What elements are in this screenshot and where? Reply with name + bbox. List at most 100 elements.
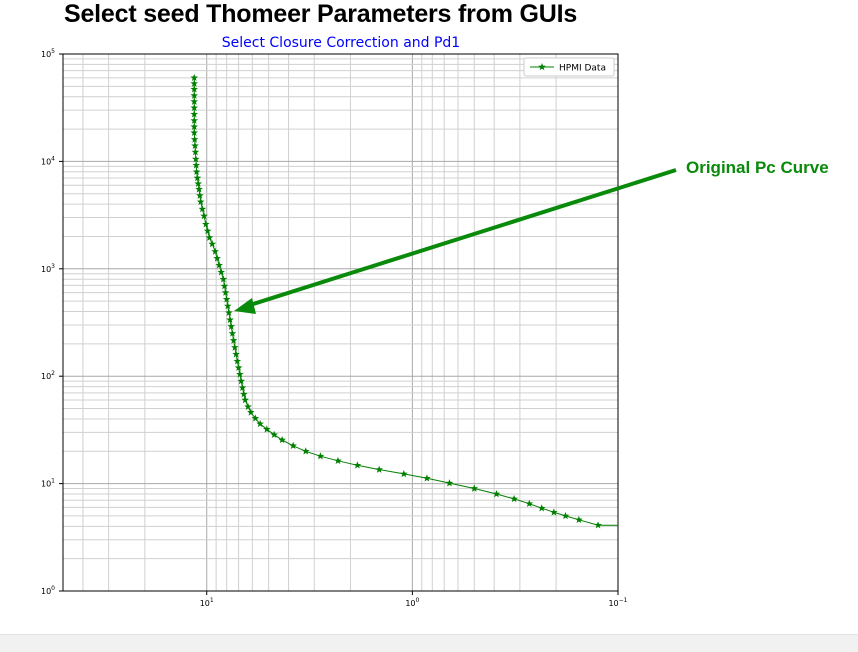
- data-point: [190, 128, 199, 136]
- tick-label: 100: [41, 585, 55, 596]
- data-point: [228, 329, 237, 337]
- data-point: [400, 469, 408, 478]
- slide-title: Select seed Thomeer Parameters from GUIs: [64, 0, 578, 28]
- axis-ticks: 100 101 102 103 104 105 101 100 10−1: [41, 48, 628, 608]
- data-point: [470, 484, 479, 492]
- data-point: [225, 308, 233, 316]
- data-point: [190, 85, 199, 93]
- data-point: [191, 148, 200, 156]
- data-point: [226, 315, 234, 324]
- arrowhead: [234, 298, 256, 314]
- data-point: [247, 408, 255, 416]
- data-point: [236, 370, 244, 378]
- data-point: [240, 390, 248, 398]
- data-point: [278, 435, 286, 444]
- data-point: [190, 122, 199, 131]
- data-point: [227, 322, 236, 330]
- legend-box: [523, 57, 615, 77]
- data-point: [334, 456, 342, 465]
- data-point: [550, 508, 558, 516]
- data-point: [196, 197, 205, 206]
- data-point: [211, 247, 219, 255]
- data-point: [213, 254, 221, 262]
- data-point: [200, 212, 208, 220]
- data-point: [191, 141, 199, 149]
- legend-marker: [538, 63, 546, 71]
- data-point: [575, 515, 583, 524]
- data-point: [222, 295, 231, 303]
- tick-label: 104: [41, 155, 55, 166]
- data-point: [594, 521, 602, 529]
- legend: HPMI Data: [523, 57, 615, 77]
- data-point: [215, 261, 223, 269]
- annotation-label: Original Pc Curve: [686, 158, 829, 177]
- data-point: [263, 425, 271, 433]
- tick-label: 102: [41, 370, 55, 381]
- chart-grid: [62, 54, 619, 592]
- data-point: [234, 363, 243, 371]
- data-point: [194, 179, 203, 187]
- data-point: [229, 336, 238, 344]
- data-point: [375, 465, 383, 473]
- data-point: [190, 116, 199, 124]
- data-point: [190, 91, 199, 99]
- data-point: [237, 377, 245, 385]
- data-point: [192, 161, 201, 169]
- data-point: [205, 233, 214, 241]
- tick-label: 10−1: [608, 597, 627, 608]
- data-point: [561, 511, 570, 520]
- data-point: [208, 240, 217, 248]
- data-point: [241, 396, 250, 404]
- data-point: [445, 479, 454, 487]
- tick-label: 101: [200, 597, 214, 608]
- plot-border: [62, 53, 619, 592]
- data-point: [238, 383, 247, 392]
- data-point: [492, 490, 501, 498]
- plot-area: [63, 54, 618, 591]
- tick-label: 101: [41, 478, 55, 489]
- data-point: [231, 343, 239, 351]
- legend-label: HPMI Data: [559, 64, 606, 74]
- data-point: [233, 357, 242, 365]
- data-point: [198, 205, 207, 213]
- data-point: [203, 226, 212, 235]
- data-point: [193, 174, 202, 182]
- data-point: [510, 494, 518, 503]
- data-point: [219, 275, 228, 283]
- tick-label: 105: [41, 48, 55, 59]
- data-point: [525, 499, 534, 507]
- data-point: [190, 135, 199, 143]
- data-point: [223, 302, 232, 310]
- annotation-arrow: [234, 168, 677, 314]
- series-line: [193, 77, 618, 526]
- data-point: [217, 268, 226, 276]
- data-point: [190, 103, 199, 112]
- data-point: [192, 155, 200, 163]
- data-point: [196, 191, 204, 199]
- data-point: [190, 110, 199, 118]
- chart-title: Select Closure Correction and Pd1: [222, 35, 460, 51]
- data-point: [353, 461, 362, 469]
- data-point: [537, 504, 546, 512]
- data-point: [190, 79, 199, 87]
- data-point: [244, 402, 252, 410]
- arrow-shaft: [246, 168, 677, 308]
- data-point: [270, 430, 278, 438]
- tick-label: 103: [41, 263, 55, 274]
- data-point: [289, 441, 297, 450]
- footer-band: [0, 634, 858, 652]
- tick-label: 100: [405, 597, 419, 608]
- data-point: [256, 419, 264, 428]
- data-point: [251, 414, 260, 422]
- data-point: [221, 288, 230, 296]
- data-point: [190, 73, 199, 82]
- data-point: [202, 220, 210, 228]
- data-point: [190, 97, 199, 105]
- series-group: [190, 73, 618, 529]
- data-point: [195, 185, 203, 193]
- data-point: [220, 282, 229, 290]
- data-point: [301, 447, 310, 455]
- data-point: [423, 474, 431, 482]
- data-point: [192, 167, 201, 176]
